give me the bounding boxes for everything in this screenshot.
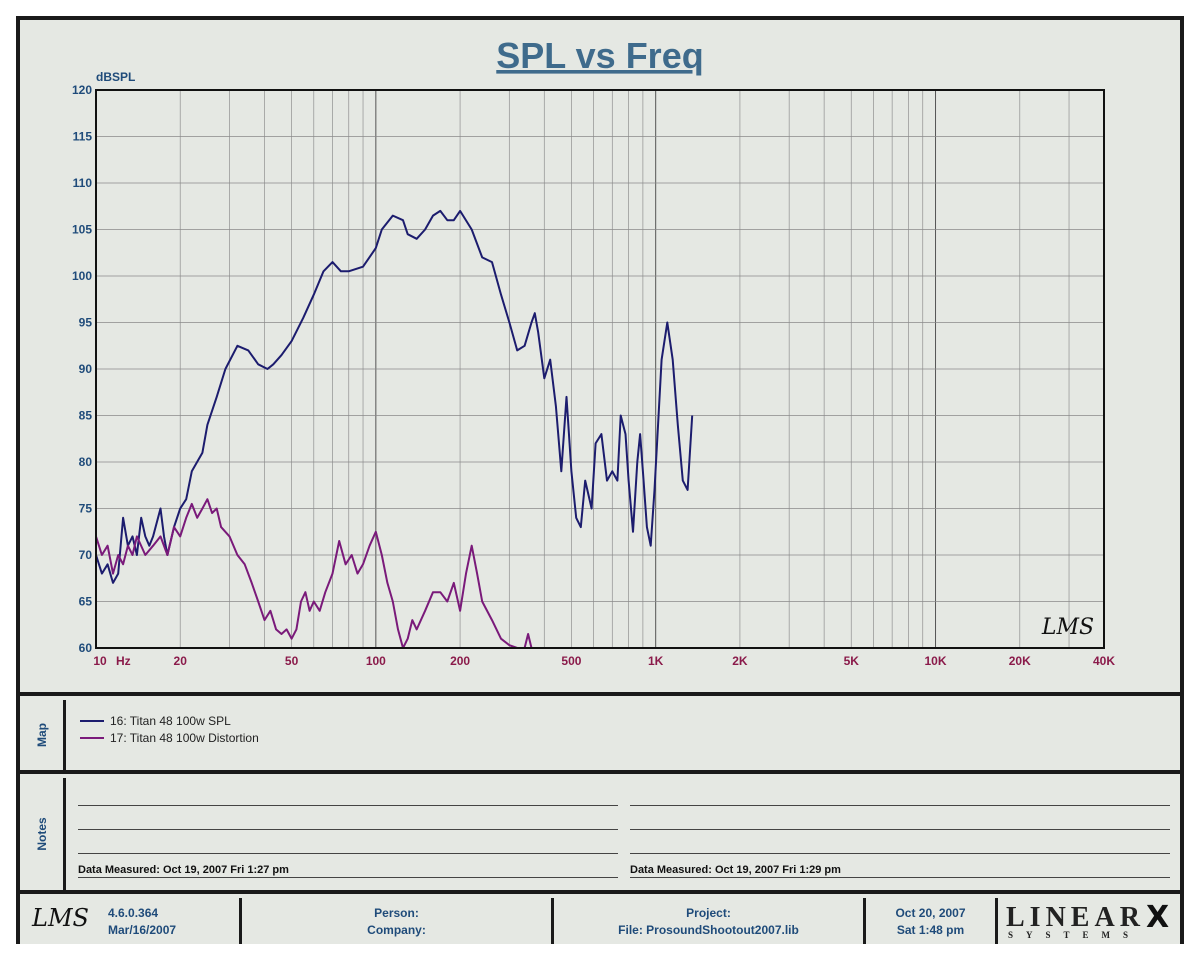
- y-tick-label: 70: [79, 548, 93, 562]
- x-tick-label: 10: [93, 654, 107, 668]
- series-line-distortion: [95, 498, 656, 649]
- report-frame: SPL vs Freq dBSPL 60 65 70 75 80 85 90 95 100 105…: [16, 16, 1184, 944]
- x-tick-label: 10K: [925, 654, 947, 668]
- x-tick-label: 1K: [648, 654, 664, 668]
- tick-labels: 60 65 70 75 80 85 90 95 100 105 110 115 120 10 20 50 100…: [72, 83, 1115, 668]
- y-tick-label: 85: [79, 409, 93, 423]
- footer-brand-cell: LINEAR X SYSTEMS: [998, 898, 1180, 944]
- grid: [95, 89, 1105, 649]
- note-line: [78, 853, 618, 854]
- chart-svg: SPL vs Freq dBSPL 6065707580859095100105…: [72, 35, 1115, 668]
- project-label: Project:: [686, 906, 731, 920]
- map-label: Map: [20, 700, 66, 770]
- footer-date-cell: Oct 20, 2007 Sat 1:48 pm: [866, 898, 998, 944]
- brand-logo: LINEAR: [1006, 902, 1145, 933]
- legend-label-spl: 16: Titan 48 100w SPL: [110, 714, 231, 728]
- y-tick-label: 65: [79, 595, 93, 609]
- brand-x-icon: X: [1146, 900, 1170, 935]
- legend-item-spl: 16: Titan 48 100w SPL: [80, 714, 231, 728]
- company-label: Company:: [367, 923, 426, 937]
- brand-subtitle: SYSTEMS: [1008, 930, 1142, 940]
- footer-version-cell: LMS 4.6.0.364 Mar/16/2007: [20, 898, 242, 944]
- y-tick-label: 75: [79, 502, 93, 516]
- report-day-time: Sat 1:48 pm: [896, 923, 965, 937]
- lms-logo: LMS: [32, 904, 89, 932]
- notes-label-text: Notes: [34, 817, 49, 851]
- build-date-text: Mar/16/2007: [108, 923, 177, 937]
- x-tick-label: 5K: [844, 654, 860, 668]
- notes-label: Notes: [20, 778, 66, 890]
- x-tick-label: 20K: [1009, 654, 1031, 668]
- footer-project-cell: Project: File: ProsoundShootout2007.lib: [554, 898, 866, 944]
- x-tick-label: 40K: [1093, 654, 1115, 668]
- x-tick-label: 200: [450, 654, 470, 668]
- x-tick-label: 100: [366, 654, 386, 668]
- file-label: File: ProsoundShootout2007.lib: [618, 923, 799, 937]
- chart-title: SPL vs Freq: [496, 35, 703, 76]
- y-tick-label: 95: [79, 316, 93, 330]
- legend-swatch-spl: [80, 720, 104, 722]
- x-tick-label: 2K: [732, 654, 748, 668]
- chart-panel: SPL vs Freq dBSPL 60 65 70 75 80 85 90 95 100 105…: [20, 20, 1180, 696]
- note-line: [630, 853, 1170, 854]
- footer-panel: LMS 4.6.0.364 Mar/16/2007 Person: Compan…: [20, 898, 1180, 944]
- lms-watermark: LMS: [1041, 615, 1094, 640]
- y-tick-label: 120: [72, 83, 92, 97]
- y-tick-label: 60: [79, 641, 93, 655]
- y-tick-label: 90: [79, 362, 93, 376]
- legend-swatch-distortion: [80, 737, 104, 739]
- series-layer: [95, 209, 694, 649]
- x-tick-label: 20: [174, 654, 188, 668]
- y-tick-label: 80: [79, 455, 93, 469]
- y-axis-label: dBSPL: [96, 70, 135, 84]
- x-unit-label: Hz: [116, 654, 131, 668]
- map-panel: Map 16: Titan 48 100w SPL 17: Titan 48 1…: [20, 700, 1180, 774]
- map-label-text: Map: [34, 723, 49, 747]
- note-line: [78, 805, 618, 806]
- plot-border: [95, 89, 1105, 649]
- series-line-spl: [95, 209, 694, 584]
- note-line: [630, 805, 1170, 806]
- y-tick-label: 100: [72, 269, 92, 283]
- note-line: [630, 877, 1170, 878]
- y-tick-label: 105: [72, 223, 92, 237]
- y-tick-label: 115: [73, 130, 93, 144]
- note-line: [630, 829, 1170, 830]
- legend-label-distortion: 17: Titan 48 100w Distortion: [110, 731, 259, 745]
- notes-panel: Notes Data Measured: Oct 19, 2007 Fri 1:…: [20, 778, 1180, 894]
- note-line: [78, 877, 618, 878]
- data-measured-left: Data Measured: Oct 19, 2007 Fri 1:27 pm: [78, 864, 289, 876]
- person-label: Person:: [374, 906, 419, 920]
- legend-item-distortion: 17: Titan 48 100w Distortion: [80, 731, 259, 745]
- data-measured-right: Data Measured: Oct 19, 2007 Fri 1:29 pm: [630, 864, 841, 876]
- version-text: 4.6.0.364: [108, 906, 159, 920]
- x-tick-label: 50: [285, 654, 299, 668]
- y-tick-label: 110: [73, 176, 93, 190]
- note-line: [78, 829, 618, 830]
- x-tick-label: 500: [561, 654, 581, 668]
- footer-person-cell: Person: Company:: [242, 898, 554, 944]
- report-date: Oct 20, 2007: [895, 906, 966, 920]
